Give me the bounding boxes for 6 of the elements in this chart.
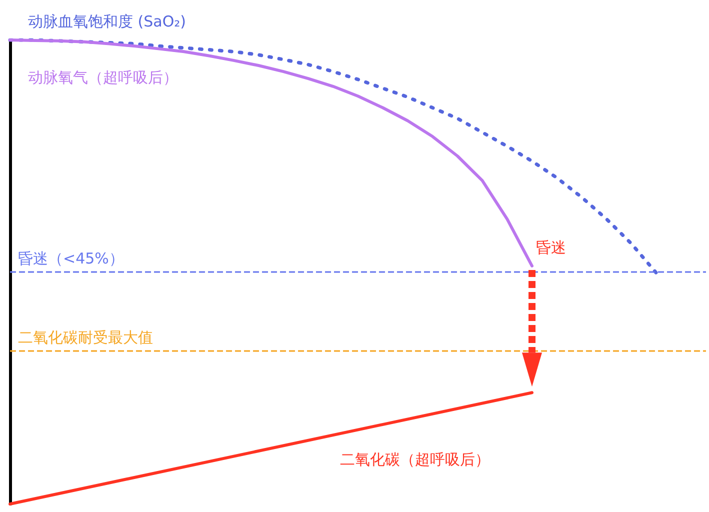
ref-line-label: 二氧化碳耐受最大值 [18,328,153,346]
ref-line-label: 昏迷（<45%） [18,250,124,268]
annotation: 昏迷 [536,238,566,256]
series-label: 二氧化碳（超呼吸后） [340,450,490,468]
series-label: 动脉血氧饱和度 (SaO₂) [28,12,186,30]
series-label: 动脉氧气（超呼吸后） [28,68,178,86]
